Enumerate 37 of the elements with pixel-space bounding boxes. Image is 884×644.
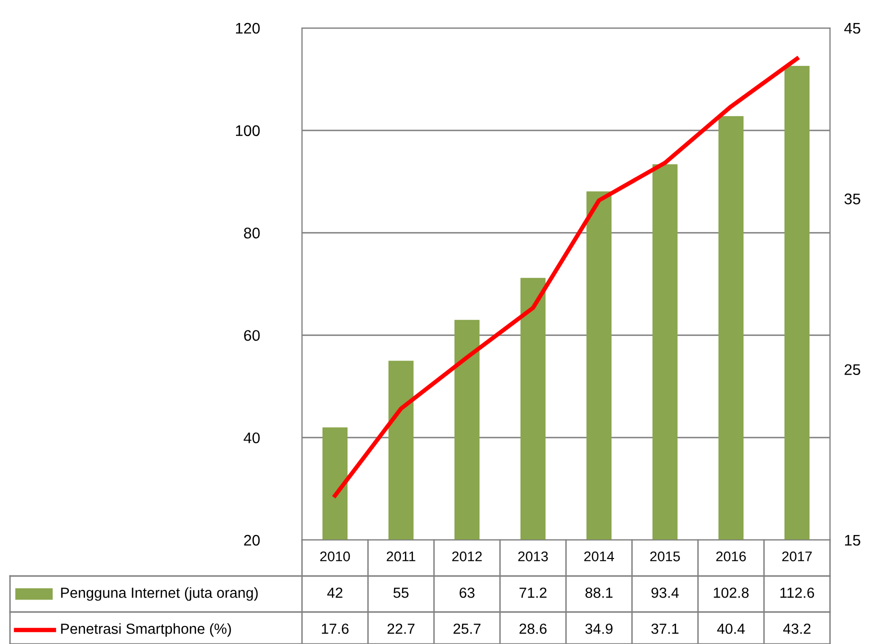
data-label: 55 [393,588,408,598]
y2-tick-label: 35 [844,194,860,204]
data-label: 93.4 [651,588,679,598]
legend-label: Pengguna Internet (juta orang) [61,587,258,601]
data-label: 42 [327,588,342,598]
data-label: 112.6 [780,588,814,598]
y-tick-label: 20 [244,534,260,546]
y-tick-label: 80 [244,228,260,238]
y-tick-label: 100 [236,125,260,136]
x-tick-label: 2015 [650,551,680,562]
y-tick-label: 40 [244,432,260,444]
data-label: 43.2 [783,624,810,634]
y2-tick-label: 45 [844,23,860,34]
data-label: 40.4 [717,624,745,634]
data-label: 102.8 [714,588,749,598]
legend-label: Penetrasi Smartphone (%) [61,623,231,637]
x-tick-label: 2013 [518,551,548,562]
data-label: 63 [460,588,474,598]
data-label: 17.6 [322,624,349,634]
data-label: 34.9 [585,624,612,634]
x-tick-label: 2014 [584,551,614,562]
data-label: 22.7 [388,624,414,634]
data-label: 28.6 [520,624,547,634]
x-tick-label: 2010 [320,551,350,562]
x-tick-label: 2012 [452,551,482,562]
y2-tick-label: 25 [844,364,860,376]
y-tick-label: 120 [236,22,260,34]
data-label: 25.7 [454,624,480,634]
data-label: 71.2 [520,588,546,598]
x-tick-label: 2017 [782,551,812,562]
x-tick-label: 2011 [386,551,416,562]
y-tick-label: 60 [244,330,260,341]
line-series [332,56,800,498]
x-tick-label: 2016 [716,551,746,562]
data-label: 88.1 [585,588,612,598]
data-label: 37.1 [651,624,678,634]
y2-tick-label: 15 [845,535,860,546]
